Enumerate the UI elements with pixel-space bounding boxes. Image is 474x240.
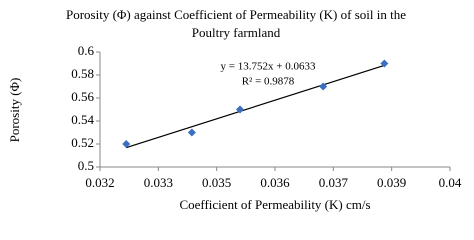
y-tick-label: 0.54: [71, 112, 94, 127]
data-point: [236, 105, 244, 114]
data-point: [319, 82, 328, 91]
y-tick-label: 0.6: [78, 43, 95, 58]
x-tick-label: 0.036: [260, 175, 290, 190]
x-tick-label: 0.035: [202, 175, 231, 190]
y-tick-label: 0.5: [78, 158, 94, 173]
data-point: [187, 128, 196, 137]
x-tick-label: 0.04: [439, 175, 462, 190]
annotation: y = 13.752x + 0.0633: [221, 61, 316, 73]
x-tick-label: 0.037: [319, 175, 349, 190]
trendline: [126, 64, 385, 149]
y-axis-label: Porosity (Φ): [7, 78, 22, 143]
chart-title: Porosity (Φ) against Coefficient of Perm…: [66, 7, 406, 22]
data-point: [122, 140, 131, 148]
y-tick-label: 0.58: [71, 66, 94, 81]
x-tick-label: 0.039: [377, 175, 406, 190]
y-tick-label: 0.56: [71, 89, 94, 104]
data-point: [380, 59, 389, 68]
chart: Porosity (Φ) against Coefficient of Perm…: [7, 7, 462, 212]
x-tick-label: 0.032: [85, 175, 114, 190]
chart-title: Poultry farmland: [192, 25, 281, 40]
x-axis-label: Coefficient of Permeability (K) cm/s: [179, 197, 370, 212]
annotation: R² = 0.9878: [242, 76, 295, 88]
y-tick-label: 0.52: [71, 135, 94, 150]
x-tick-label: 0.033: [144, 175, 173, 190]
